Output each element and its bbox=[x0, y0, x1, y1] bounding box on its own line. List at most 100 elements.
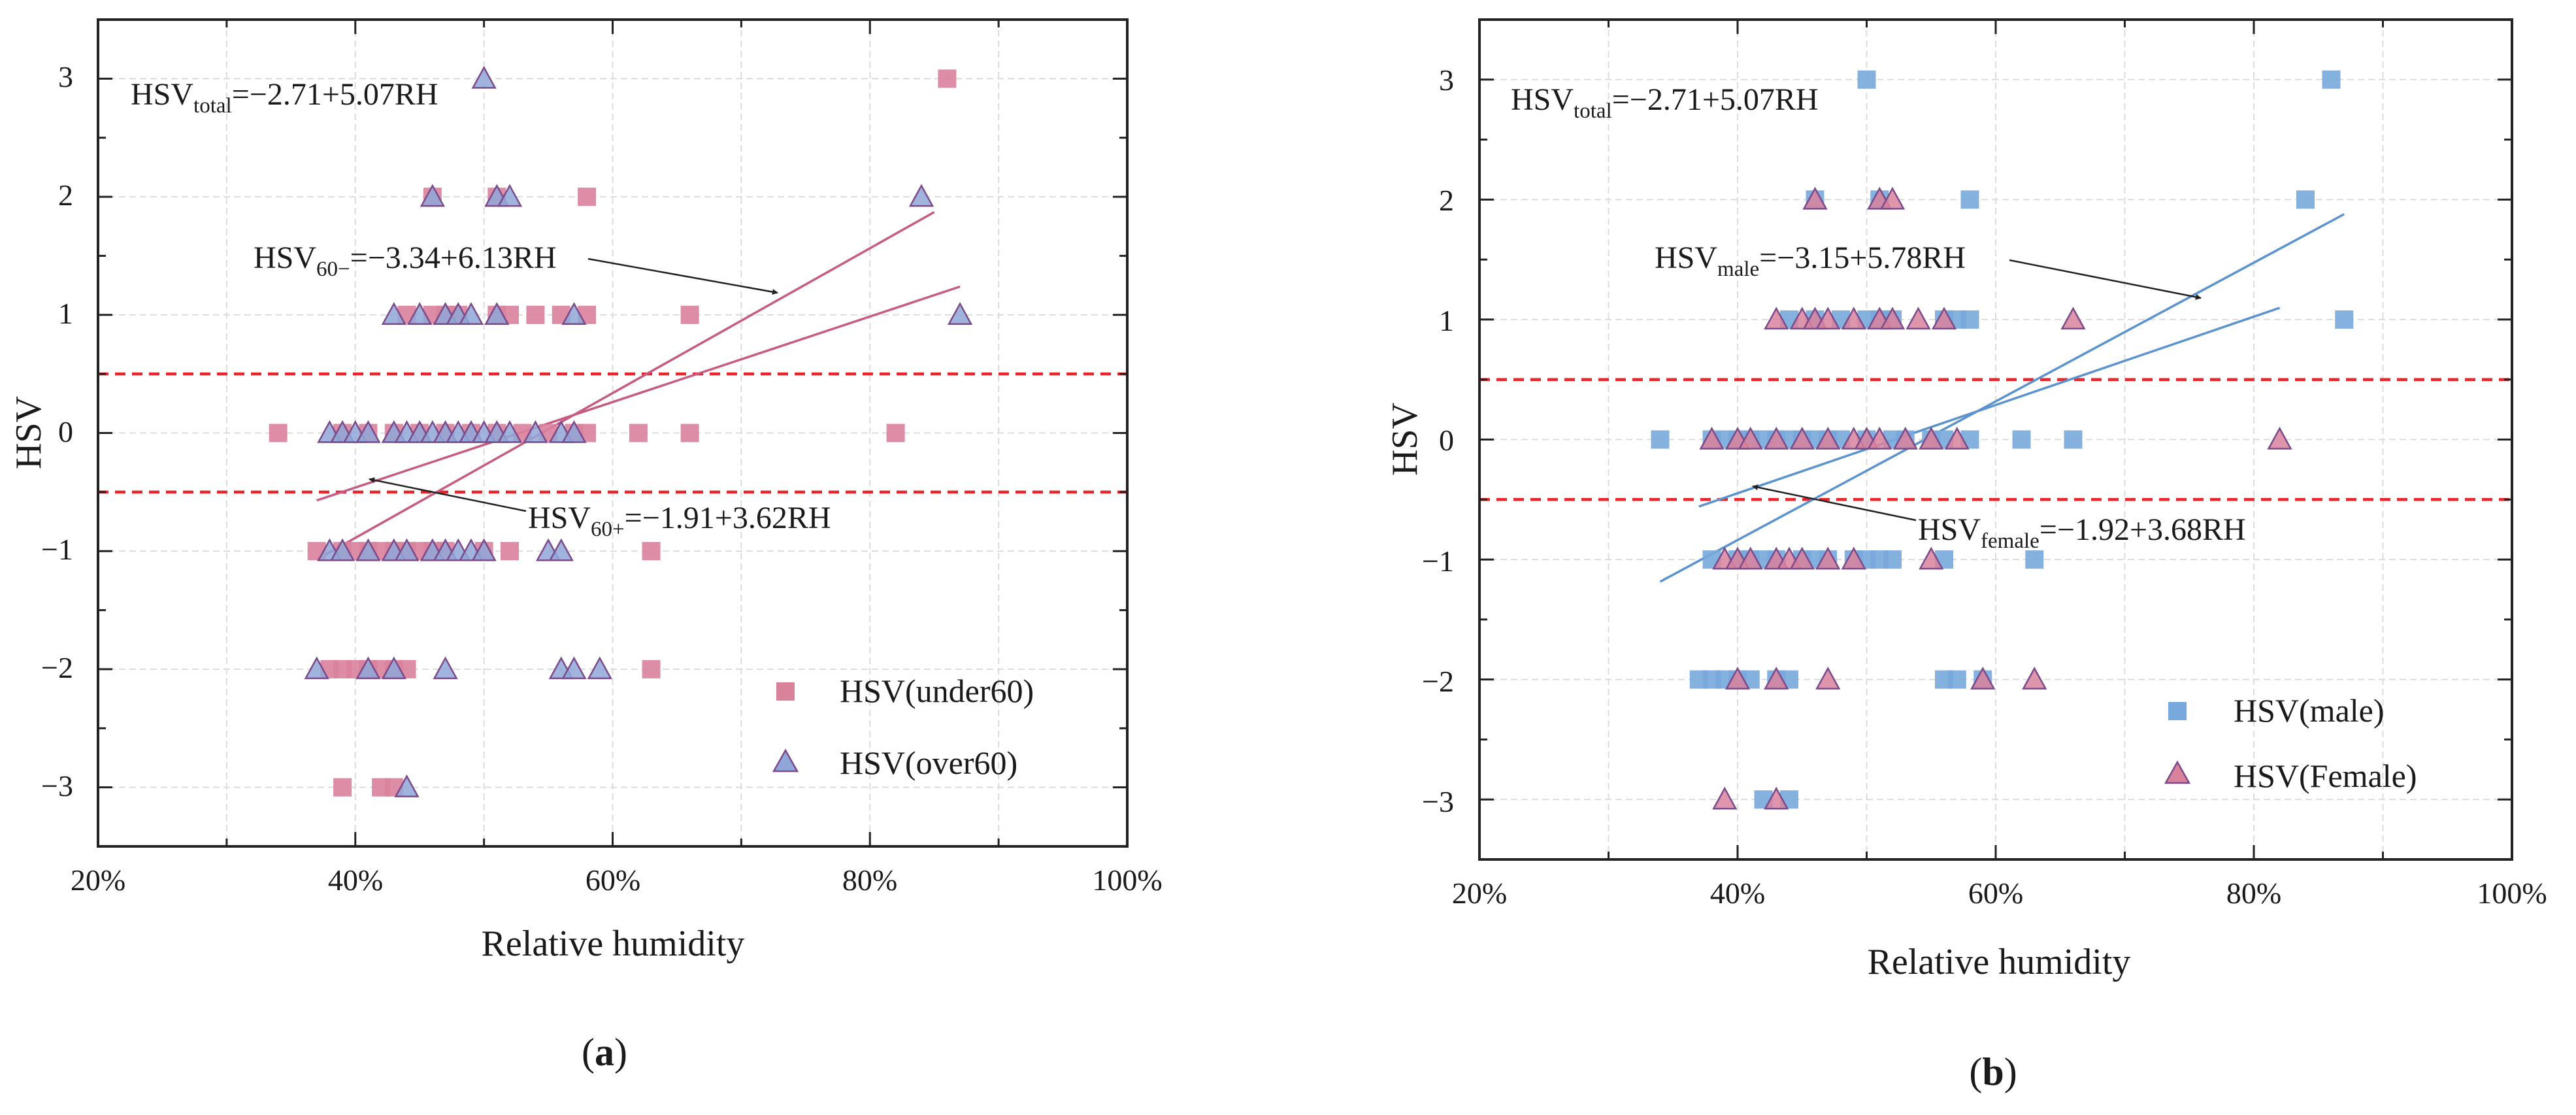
data-point bbox=[484, 302, 510, 325]
data-point bbox=[497, 184, 523, 207]
data-point bbox=[1789, 426, 1815, 450]
data-point bbox=[1815, 426, 1841, 450]
data-point bbox=[523, 420, 548, 443]
data-point bbox=[2012, 430, 2031, 449]
data-point bbox=[642, 542, 661, 561]
data-point bbox=[355, 656, 381, 680]
data-point bbox=[420, 184, 445, 207]
y-tick-label: −3 bbox=[1422, 785, 1454, 818]
y-axis-label-b: HSV bbox=[1385, 403, 1425, 476]
thresholds-a bbox=[98, 372, 1127, 494]
data-point bbox=[886, 424, 905, 442]
x-tick-label: 20% bbox=[1452, 876, 1507, 910]
grid-a bbox=[98, 20, 1128, 846]
data-point bbox=[1764, 307, 1789, 330]
data-point bbox=[2335, 310, 2354, 329]
y-tick-labels-a: −3 −2 −1 0 1 2 3 bbox=[41, 60, 73, 803]
data-point bbox=[1764, 786, 1789, 810]
data-point bbox=[1699, 426, 1725, 450]
panel-b: 20% 40% 60% 80% 100% −3 −2 −1 0 1 2 3 Re… bbox=[1385, 18, 2547, 1093]
equation-female-b: HSVfemale=−1.92+3.68RH bbox=[1918, 512, 2246, 553]
fit-line bbox=[1659, 213, 2345, 583]
data-point bbox=[2025, 550, 2044, 569]
grid-b bbox=[1479, 20, 2513, 859]
data-point bbox=[471, 538, 497, 561]
y-tick-labels-b: −3 −2 −1 0 1 2 3 bbox=[1422, 63, 1454, 818]
markers-b bbox=[1651, 70, 2354, 810]
y-tick-label: −2 bbox=[41, 651, 73, 684]
data-point bbox=[1919, 426, 1944, 450]
legend-b: HSV(male) HSV(Female) bbox=[2164, 692, 2417, 794]
fit-line bbox=[316, 285, 961, 502]
data-point bbox=[1960, 190, 1979, 209]
y-tick-label: 3 bbox=[1439, 63, 1454, 97]
legend-label-female: HSV(Female) bbox=[2234, 757, 2417, 794]
x-tick-label: 100% bbox=[1092, 863, 1162, 897]
x-tick-label: 80% bbox=[842, 863, 897, 897]
data-point bbox=[1841, 307, 1866, 330]
data-point bbox=[497, 420, 523, 443]
ticks-b bbox=[1478, 20, 2513, 859]
x-tick-label: 80% bbox=[2226, 876, 2281, 910]
panel-label-b: (b) bbox=[1969, 1050, 2017, 1093]
data-point bbox=[2267, 426, 2292, 450]
data-point bbox=[394, 538, 420, 561]
fit-lines-b bbox=[1659, 213, 2345, 583]
equation-60minus-a: HSV60−=−3.34+6.13RH bbox=[254, 241, 557, 281]
y-tick-label: 2 bbox=[58, 178, 73, 212]
x-tick-label: 60% bbox=[586, 863, 640, 897]
data-point bbox=[1970, 667, 1996, 690]
data-point bbox=[1947, 670, 1966, 689]
data-point bbox=[355, 420, 381, 443]
data-point bbox=[1906, 307, 1931, 330]
legend-a: HSV(under60) HSV(over60) bbox=[772, 673, 1034, 781]
data-point bbox=[1738, 426, 1763, 450]
data-point bbox=[394, 774, 420, 797]
data-point bbox=[680, 424, 699, 442]
data-point bbox=[1815, 667, 1841, 690]
y-tick-label: −2 bbox=[1422, 665, 1454, 698]
data-point bbox=[947, 302, 973, 325]
data-point bbox=[548, 538, 574, 561]
fit-line bbox=[316, 210, 935, 561]
y-tick-label: −1 bbox=[41, 533, 73, 566]
data-point bbox=[1867, 426, 1892, 450]
data-point bbox=[1725, 667, 1751, 690]
arrow-60plus-a bbox=[369, 477, 527, 512]
data-point bbox=[2296, 190, 2315, 209]
y-axis-label-a: HSV bbox=[8, 396, 49, 469]
data-point bbox=[680, 305, 699, 324]
arrow-60minus-a bbox=[587, 258, 778, 295]
data-point bbox=[2022, 667, 2047, 690]
equation-60plus-a: HSV60+=−1.91+3.62RH bbox=[528, 501, 831, 541]
data-point bbox=[329, 538, 355, 561]
data-point bbox=[526, 305, 545, 324]
x-tick-label: 40% bbox=[328, 863, 383, 897]
x-tick-label: 60% bbox=[1968, 876, 2023, 910]
data-point bbox=[1802, 186, 1828, 210]
data-point bbox=[1879, 307, 1906, 330]
data-point bbox=[2322, 70, 2341, 89]
y-tick-label: 1 bbox=[1439, 304, 1454, 337]
data-point bbox=[1883, 550, 1902, 569]
data-point bbox=[381, 656, 406, 680]
data-point bbox=[333, 778, 352, 797]
data-point bbox=[2064, 430, 2083, 449]
data-point bbox=[2060, 307, 2086, 330]
legend-marker-over60 bbox=[772, 748, 799, 773]
data-point bbox=[908, 184, 934, 207]
data-point bbox=[587, 656, 612, 680]
x-axis-label-b: Relative humidity bbox=[1868, 942, 2131, 982]
data-point bbox=[1841, 546, 1866, 570]
data-point bbox=[1651, 430, 1670, 449]
arrow-female-b bbox=[1752, 484, 1917, 522]
y-tick-label: −1 bbox=[1422, 544, 1454, 578]
x-tick-label: 100% bbox=[2477, 876, 2547, 910]
legend-marker-male bbox=[2168, 702, 2187, 720]
equation-male-b: HSVmale=−3.15+5.78RH bbox=[1655, 241, 1966, 281]
data-point bbox=[1892, 426, 1918, 450]
x-axis-label-a: Relative humidity bbox=[482, 924, 745, 964]
fit-lines-a bbox=[316, 210, 961, 561]
data-point bbox=[433, 656, 458, 680]
